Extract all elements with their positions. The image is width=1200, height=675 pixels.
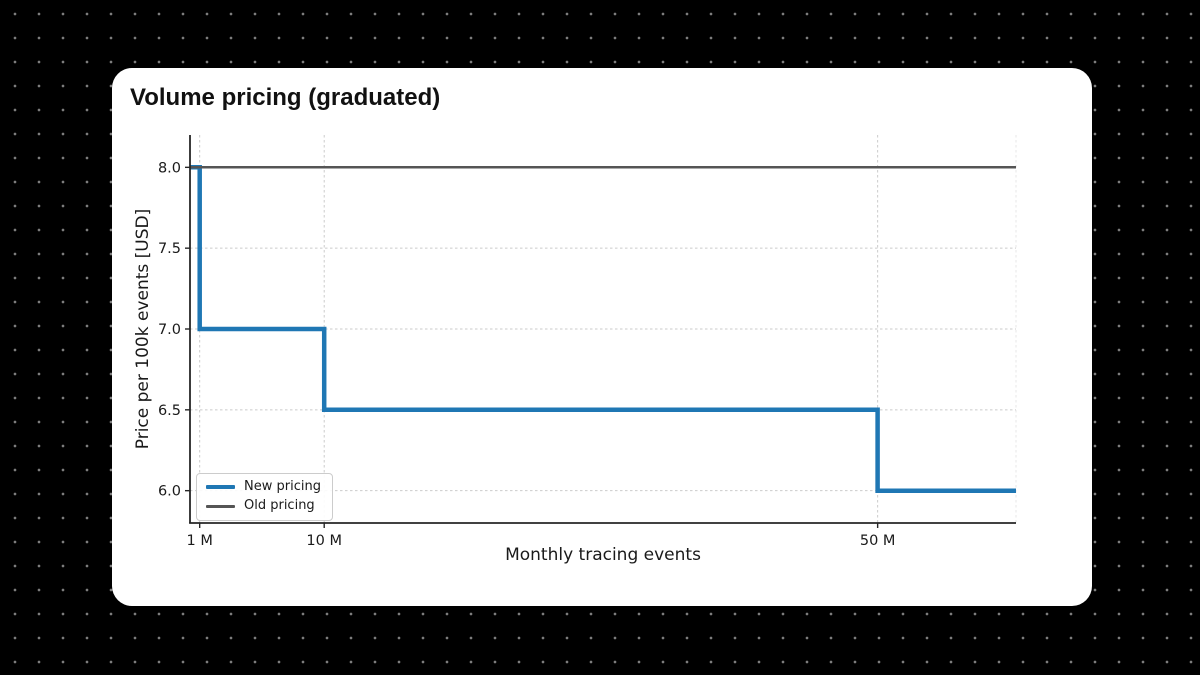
x-tick-label: 10 M <box>306 533 342 549</box>
x-tick-label: 50 M <box>860 533 896 549</box>
legend-label-new-pricing: New pricing <box>244 479 321 494</box>
old-pricing-line-swatch <box>206 505 235 508</box>
series-line-new-pricing <box>190 165 1016 493</box>
y-tick-label: 6.5 <box>158 403 181 419</box>
y-tick-label: 6.0 <box>158 484 181 500</box>
legend: New pricing Old pricing <box>196 473 333 521</box>
y-tick-label: 8.0 <box>158 160 181 176</box>
legend-label-old-pricing: Old pricing <box>244 498 315 514</box>
y-tick-label: 7.0 <box>158 322 181 338</box>
y-tick-label: 7.5 <box>158 241 181 257</box>
chart-title: Volume pricing (graduated) <box>130 84 441 111</box>
legend-item-old-pricing: Old pricing <box>206 498 321 514</box>
legend-item-new-pricing: New pricing <box>206 479 321 494</box>
x-axis-label: Monthly tracing events <box>505 545 701 565</box>
pricing-card: Volume pricing (graduated) 1 M 10 M 50 M 6.… <box>112 68 1092 606</box>
x-tick-label: 1 M <box>187 533 213 549</box>
new-pricing-line-swatch <box>206 484 235 490</box>
y-axis-label: Price per 100k events [USD] <box>133 208 153 450</box>
volume-pricing-chart: 1 M 10 M 50 M 6.0 6.5 7.0 7.5 8.0 <box>158 135 1017 549</box>
